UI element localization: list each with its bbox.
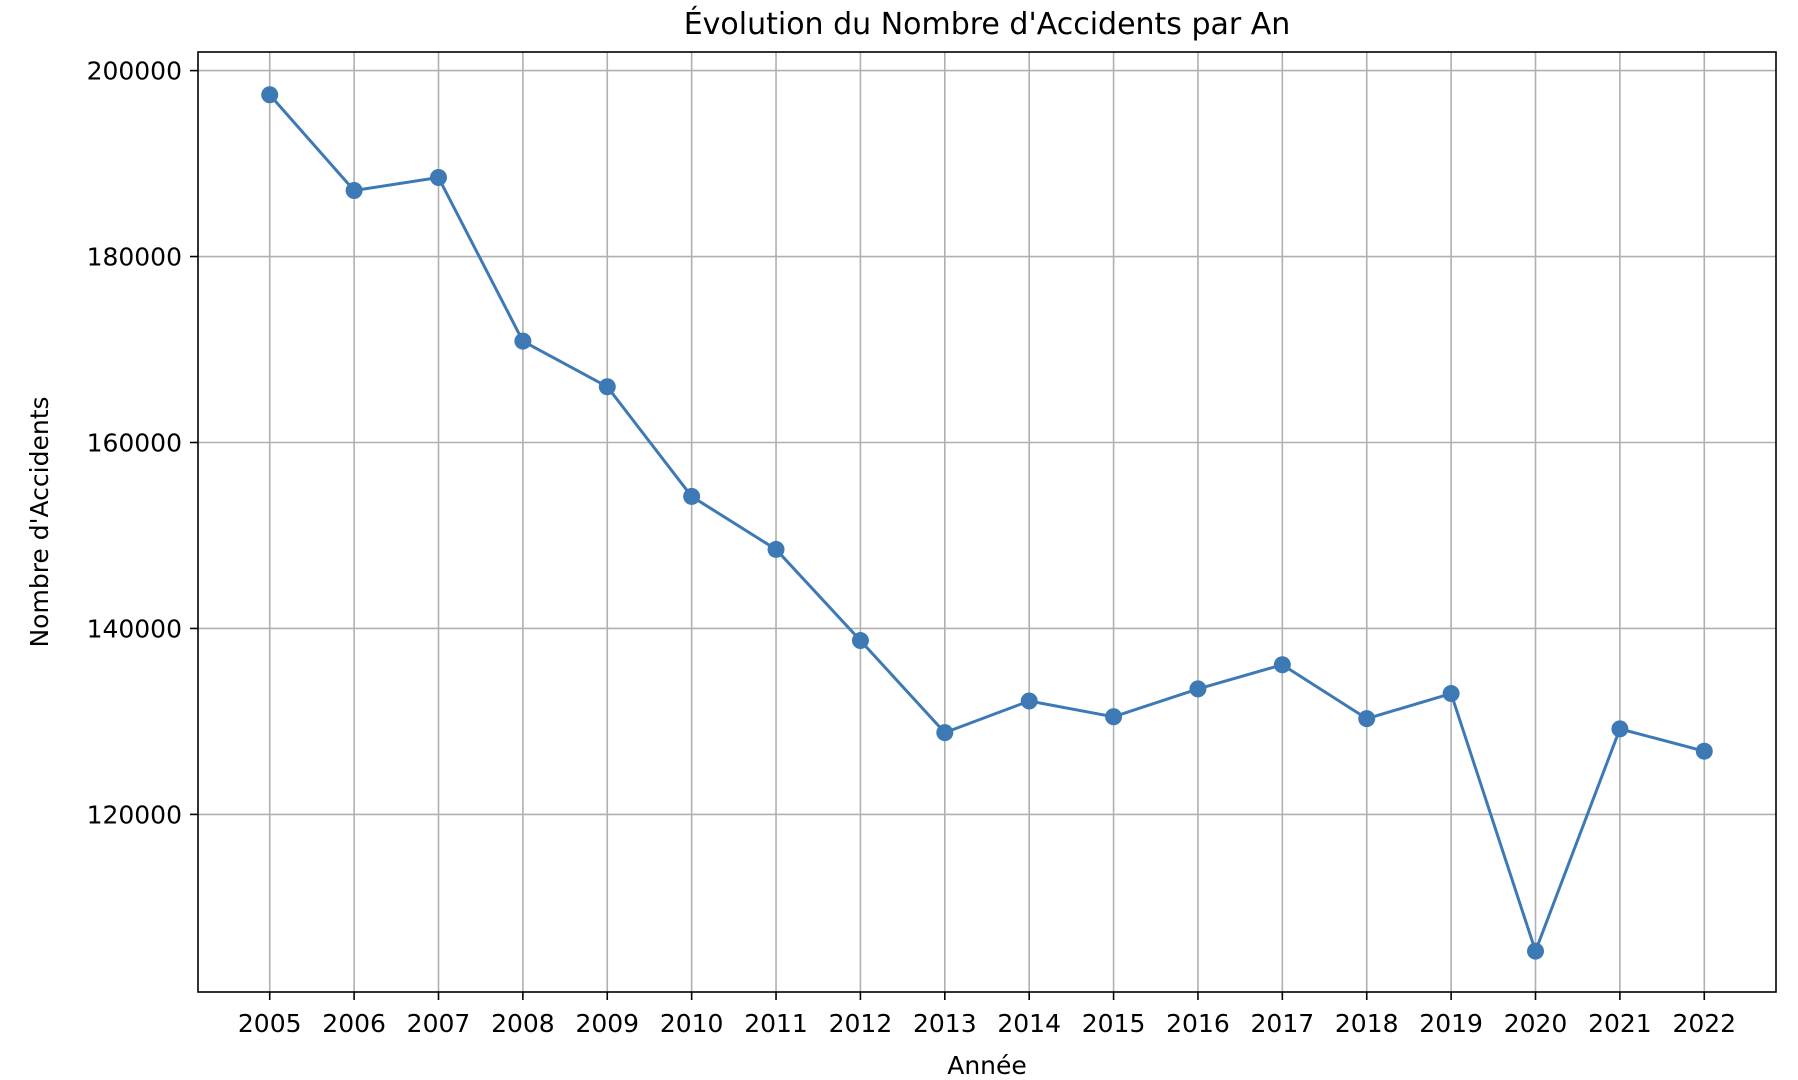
data-point [936, 724, 954, 742]
data-point [1611, 720, 1629, 738]
x-tick-label: 2016 [1166, 1009, 1230, 1038]
series-layer [261, 86, 1713, 960]
data-point [1105, 708, 1123, 726]
data-point [261, 86, 279, 104]
x-tick-label: 2020 [1504, 1009, 1568, 1038]
data-point [1273, 656, 1291, 674]
y-tick-label: 140000 [87, 614, 182, 643]
y-tick-label: 180000 [87, 243, 182, 272]
data-point [598, 378, 616, 396]
x-tick-label: 2015 [1082, 1009, 1146, 1038]
series-line [268, 93, 1706, 953]
data-point [1442, 685, 1460, 703]
x-tick-label: 2013 [913, 1009, 977, 1038]
x-tick-label: 2018 [1335, 1009, 1399, 1038]
x-tick-label: 2007 [407, 1009, 471, 1038]
axis-ticks: 2005 2006 2007 2008 2009 2010 2011 2012 2013 2014… [87, 57, 1737, 1038]
y-tick-label: 200000 [87, 57, 182, 86]
data-point [1358, 710, 1376, 728]
x-tick-label: 2021 [1588, 1009, 1652, 1038]
x-tick-label: 2010 [660, 1009, 724, 1038]
x-axis-label: Année [947, 1051, 1027, 1080]
y-tick-label: 160000 [87, 429, 182, 458]
x-tick-label: 2014 [997, 1009, 1061, 1038]
y-tick-label: 120000 [87, 800, 182, 829]
x-tick-label: 2017 [1251, 1009, 1315, 1038]
chart-title: Évolution du Nombre d'Accidents par An [684, 6, 1291, 42]
data-point [429, 169, 447, 187]
data-point [514, 332, 532, 350]
data-point [767, 540, 785, 558]
x-tick-label: 2006 [322, 1009, 386, 1038]
x-tick-label: 2011 [744, 1009, 808, 1038]
data-point [851, 632, 869, 650]
data-point [683, 487, 701, 505]
data-point [345, 182, 363, 200]
data-point [1020, 692, 1038, 710]
x-tick-label: 2019 [1419, 1009, 1483, 1038]
data-point [1695, 742, 1713, 760]
x-tick-label: 2008 [491, 1009, 555, 1038]
y-axis-label: Nombre d'Accidents [25, 396, 54, 647]
x-tick-label: 2005 [238, 1009, 302, 1038]
data-point [1527, 942, 1545, 960]
data-point [1189, 680, 1207, 698]
plot-area-frame [197, 51, 1777, 993]
x-tick-label: 2022 [1672, 1009, 1736, 1038]
x-tick-label: 2012 [829, 1009, 893, 1038]
x-tick-label: 2009 [575, 1009, 639, 1038]
grid-lines [198, 52, 1776, 992]
